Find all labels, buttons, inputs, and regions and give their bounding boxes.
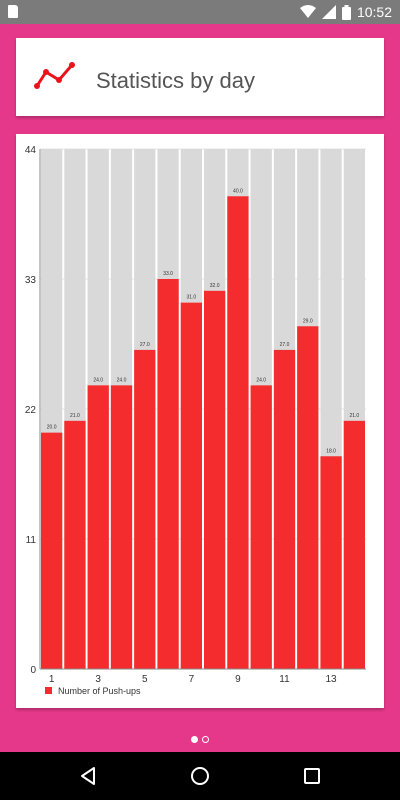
back-icon[interactable] [76,764,100,788]
legend-label: Number of Push-ups [58,686,141,696]
bar[interactable] [343,420,365,669]
bar[interactable] [320,456,342,669]
home-icon[interactable] [188,764,212,788]
page-indicator [0,736,400,746]
cell-signal-icon [321,5,336,19]
legend-swatch [45,687,52,694]
data-label: 21.0 [70,413,80,419]
data-label: 18.0 [326,448,336,454]
battery-icon [341,4,351,20]
bar-chart: 20.0 21.0 24.0 24.0 27.0 33.0 31.0 32.0 40.0 24.0… [25,145,366,696]
data-label: 27.0 [280,342,290,348]
data-label: 31.0 [186,295,196,301]
line-chart-icon [34,62,75,89]
data-label: 40.0 [233,188,243,194]
chart-card: 20.0 21.0 24.0 24.0 27.0 33.0 31.0 32.0 40.0 24.0… [16,134,384,708]
status-bar: 10:52 [0,0,400,24]
x-tick-label: 9 [235,674,241,685]
x-tick-label: 5 [142,674,148,685]
x-tick-label: 1 [49,674,55,685]
y-tick-label: 0 [30,665,36,676]
bar[interactable] [64,420,86,669]
data-label: 32.0 [210,283,220,289]
data-label: 27.0 [140,342,150,348]
data-label: 29.0 [303,318,313,324]
page-dot-2[interactable] [202,736,209,743]
x-tick-label: 13 [326,674,338,685]
data-label: 24.0 [256,377,266,383]
bar[interactable] [250,385,272,669]
y-tick-label: 22 [25,405,37,416]
x-tick-label: 11 [279,674,290,685]
bar[interactable] [110,385,133,669]
clock: 10:52 [356,4,392,20]
page-title: Statistics by day [96,68,255,93]
data-label: 33.0 [163,271,173,277]
bar[interactable] [227,196,249,669]
bar[interactable] [157,279,179,669]
bar[interactable] [180,302,202,669]
bar[interactable] [273,349,296,669]
bar[interactable] [87,385,109,669]
page-dot-1[interactable] [191,736,198,743]
header-card: Statistics by day [16,38,384,116]
wifi-icon [299,5,316,18]
y-tick-label: 11 [26,535,37,546]
data-label: 21.0 [349,413,359,419]
bar[interactable] [297,326,319,669]
status-icons: 10:52 [299,0,392,24]
x-tick-label: 3 [95,674,101,685]
y-tick-label: 44 [25,145,37,156]
bar[interactable] [134,349,156,669]
navigation-bar [0,752,400,800]
sd-card-icon [8,5,18,18]
data-label: 24.0 [93,377,103,383]
y-tick-label: 33 [25,275,37,286]
recents-icon[interactable] [300,764,324,788]
data-label: 24.0 [117,377,127,383]
data-label: 20.0 [47,425,57,431]
x-tick-label: 7 [189,674,195,685]
bar[interactable] [204,290,226,669]
bar[interactable] [41,432,63,669]
